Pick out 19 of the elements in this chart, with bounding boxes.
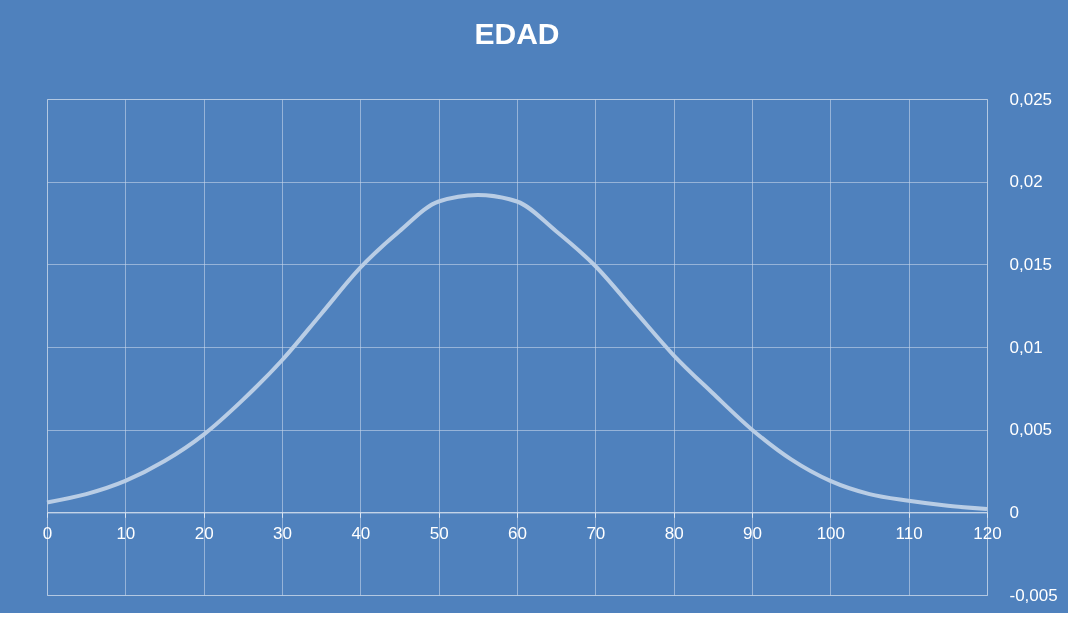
x-tick-label: 40 <box>351 523 371 543</box>
x-tick-label: 90 <box>743 523 762 543</box>
x-tick-label: 50 <box>429 523 449 543</box>
x-tick-label: 70 <box>586 523 606 543</box>
x-tick-label: 20 <box>194 523 214 543</box>
y-tick-label: 0,015 <box>1009 254 1053 274</box>
x-tick-label: 10 <box>116 523 136 543</box>
x-tick-label: 100 <box>816 523 846 543</box>
y-tick-label: 0,005 <box>1009 420 1053 440</box>
x-tick-label: 110 <box>895 523 923 543</box>
chart-title: EDAD <box>474 17 560 50</box>
x-tick-label: 80 <box>664 523 684 543</box>
x-tick-label: 60 <box>508 523 527 543</box>
y-tick-label: 0 <box>1009 502 1019 522</box>
y-tick-label: 0,025 <box>1009 89 1053 109</box>
y-tick-label: -0,005 <box>1009 585 1058 605</box>
y-tick-label: 0,02 <box>1009 172 1043 192</box>
y-tick-label: 0,01 <box>1009 337 1043 357</box>
x-tick-label: 30 <box>273 523 292 543</box>
